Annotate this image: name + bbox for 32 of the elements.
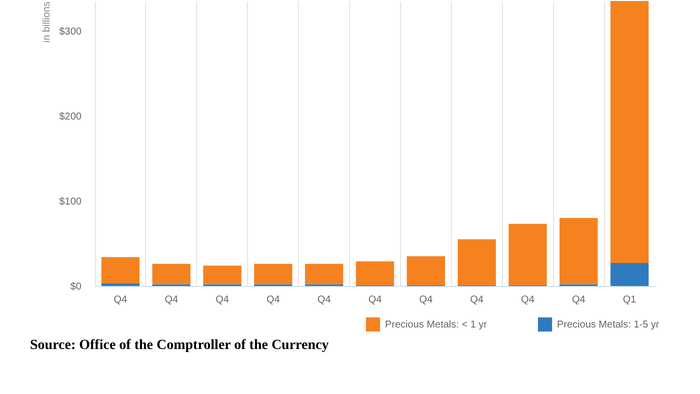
legend-label: Precious Metals: 1-5 yr xyxy=(557,319,660,330)
source-note: Source: Office of the Comptroller of the Currency xyxy=(30,338,330,354)
x-tick-label: Q1 xyxy=(622,294,637,306)
x-tick-label: Q4 xyxy=(368,294,382,306)
x-tick-label: Q4 xyxy=(521,294,535,306)
bar xyxy=(203,266,242,284)
y-tick-label: $100 xyxy=(59,196,82,208)
bar xyxy=(101,257,140,284)
bar xyxy=(101,283,140,286)
legend-label: Precious Metals: < 1 yr xyxy=(385,319,488,330)
x-tick-label: Q4 xyxy=(419,294,434,306)
bar xyxy=(610,263,649,286)
bar xyxy=(610,1,649,264)
y-tick-label: $0 xyxy=(70,282,82,292)
bar xyxy=(458,239,496,286)
x-tick-label: Q4 xyxy=(266,294,280,306)
bar xyxy=(356,261,394,286)
bar xyxy=(305,264,344,284)
bar xyxy=(508,224,547,286)
bar xyxy=(254,264,292,284)
bar xyxy=(152,264,190,284)
bar xyxy=(406,256,445,286)
bar xyxy=(560,218,598,284)
x-tick-label: Q4 xyxy=(164,294,178,306)
x-tick-label: Q4 xyxy=(572,294,586,306)
x-tick-label: Q4 xyxy=(114,294,128,306)
x-tick-label: Q4 xyxy=(470,294,484,306)
x-tick-label: Q4 xyxy=(317,294,332,306)
x-tick-label: Q4 xyxy=(216,294,230,306)
y-tick-label: $300 xyxy=(59,26,82,38)
y-axis-title: in billions xyxy=(41,2,52,43)
y-tick-label: $200 xyxy=(59,111,82,122)
